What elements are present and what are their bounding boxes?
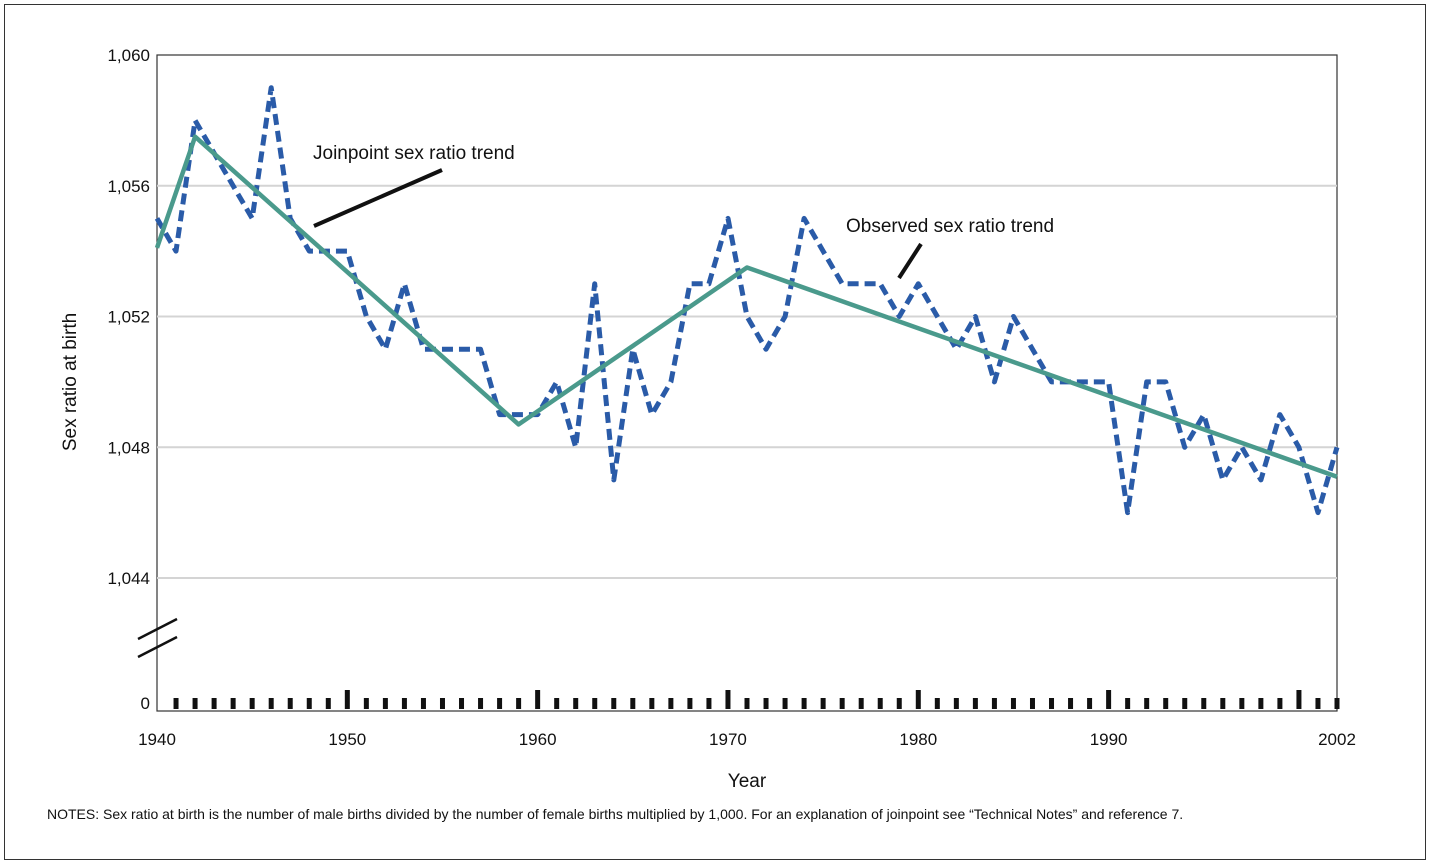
y-axis-title: Sex ratio at birth <box>60 313 81 451</box>
x-tick-label-1940: 1940 <box>138 730 176 749</box>
year-tick-1983 <box>972 698 978 709</box>
year-tick-1954 <box>420 698 426 709</box>
year-tick-1995 <box>1201 698 1207 709</box>
year-tick-1957 <box>478 698 484 709</box>
year-tick-1978 <box>877 698 883 709</box>
joinpoint-annotation-label: Joinpoint sex ratio trend <box>313 143 515 164</box>
x-tick-label-1990: 1990 <box>1090 730 1128 749</box>
axis-break-mark-lower <box>137 635 178 659</box>
year-tick-1993 <box>1163 698 1169 709</box>
year-tick-1966 <box>649 698 655 709</box>
year-tick-1985 <box>1010 698 1016 709</box>
year-tick-1998 <box>1258 698 1264 709</box>
year-tick-1942 <box>192 698 198 709</box>
year-tick-1947 <box>287 698 293 709</box>
year-tick-1970 <box>725 690 731 709</box>
year-tick-1992 <box>1144 698 1150 709</box>
year-tick-1944 <box>230 698 236 709</box>
year-tick-1990 <box>1106 690 1112 709</box>
year-tick-2002 <box>1334 698 1340 709</box>
year-tick-1987 <box>1049 698 1055 709</box>
year-tick-1991 <box>1125 698 1131 709</box>
year-tick-1964 <box>611 698 617 709</box>
year-tick-1967 <box>668 698 674 709</box>
y-tick-labels: 1,044 1,048 1,052 1,056 1,060 <box>107 46 150 588</box>
x-tick-label-1970: 1970 <box>709 730 747 749</box>
observed-annotation-leader <box>897 242 923 280</box>
year-tick-2001 <box>1315 698 1321 709</box>
y-tick-label-1048: 1,048 <box>107 438 150 457</box>
year-tick-1975 <box>820 698 826 709</box>
year-tick-1986 <box>1029 698 1035 709</box>
year-tick-1972 <box>763 698 769 709</box>
year-tick-1958 <box>497 698 503 709</box>
gridlines <box>157 184 1337 579</box>
year-tick-1961 <box>554 698 560 709</box>
year-tick-1948 <box>306 698 312 709</box>
year-tick-1969 <box>706 698 712 709</box>
chart-frame <box>4 4 1426 860</box>
series-layer <box>154 85 1340 516</box>
year-tick-1951 <box>363 698 369 709</box>
y-tick-label-1044: 1,044 <box>107 569 150 588</box>
y-tick-label-1052: 1,052 <box>107 308 150 327</box>
zero-baseline-ticks <box>173 690 1340 709</box>
year-tick-1963 <box>592 698 598 709</box>
x-tick-label-1960: 1960 <box>519 730 557 749</box>
x-tick-labels: 1940 1950 1960 1970 1980 1990 2002 <box>138 730 1356 749</box>
year-tick-1956 <box>459 698 465 709</box>
year-tick-1950 <box>344 690 350 709</box>
x-tick-label-1950: 1950 <box>328 730 366 749</box>
year-tick-1977 <box>858 698 864 709</box>
year-tick-1997 <box>1239 698 1245 709</box>
year-tick-1973 <box>782 698 788 709</box>
year-tick-1980 <box>915 690 921 709</box>
year-tick-1949 <box>325 698 331 709</box>
year-tick-1959 <box>516 698 522 709</box>
year-tick-1994 <box>1182 698 1188 709</box>
year-tick-1979 <box>896 698 902 709</box>
year-tick-1989 <box>1087 698 1093 709</box>
year-tick-1955 <box>439 698 445 709</box>
year-tick-1965 <box>630 698 636 709</box>
year-tick-1996 <box>1220 698 1226 709</box>
year-tick-1941 <box>173 698 179 709</box>
x-tick-label-1980: 1980 <box>899 730 937 749</box>
year-tick-2000 <box>1296 690 1302 709</box>
axis-break-mark-upper <box>137 617 178 641</box>
year-tick-1962 <box>573 698 579 709</box>
year-tick-1976 <box>839 698 845 709</box>
year-tick-1968 <box>687 698 693 709</box>
year-tick-1943 <box>211 698 217 709</box>
x-axis-title: Year <box>728 771 767 792</box>
year-tick-1960 <box>535 690 541 709</box>
year-tick-1981 <box>934 698 940 709</box>
chart-notes: NOTES: Sex ratio at birth is the number … <box>47 806 1184 822</box>
year-tick-1999 <box>1277 698 1283 709</box>
joinpoint-annotation-leader <box>313 168 443 228</box>
year-tick-1984 <box>991 698 997 709</box>
observed-trend-line <box>154 85 1340 516</box>
plot-border <box>156 54 1338 712</box>
year-tick-1974 <box>801 698 807 709</box>
y-tick-label-1056: 1,056 <box>107 177 150 196</box>
y-zero-label: 0 <box>141 694 150 713</box>
year-tick-1971 <box>744 698 750 709</box>
axis-break <box>137 617 178 659</box>
year-tick-1945 <box>249 698 255 709</box>
year-tick-1988 <box>1068 698 1074 709</box>
year-tick-1982 <box>953 698 959 709</box>
year-tick-1953 <box>401 698 407 709</box>
year-tick-1952 <box>382 698 388 709</box>
year-tick-1946 <box>268 698 274 709</box>
x-tick-label-2002: 2002 <box>1318 730 1356 749</box>
observed-annotation-label: Observed sex ratio trend <box>846 216 1054 237</box>
joinpoint-trend-line <box>154 134 1338 479</box>
y-tick-label-1060: 1,060 <box>107 46 150 65</box>
